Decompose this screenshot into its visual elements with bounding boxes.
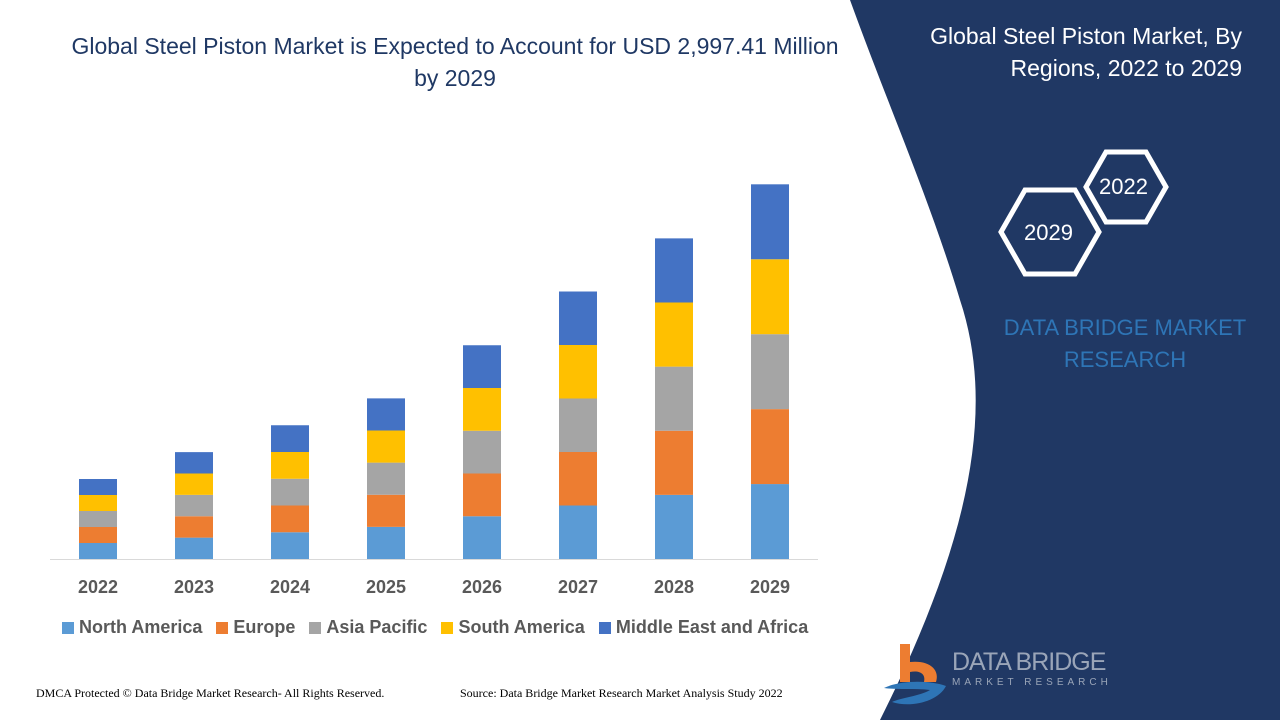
bar-segment-2024-north-america — [271, 532, 309, 559]
bar-segment-2029-europe — [751, 409, 789, 485]
bar-segment-2022-europe — [79, 527, 117, 543]
bar-segment-2028-south-america — [655, 302, 693, 367]
bar-segment-2024-europe — [271, 505, 309, 533]
side-title: Global Steel Piston Market, By Regions, … — [930, 23, 1242, 81]
hexagon-2029 — [998, 187, 1102, 277]
copyright-text: DMCA Protected © Data Bridge Market Rese… — [36, 686, 385, 700]
legend-item: Asia Pacific — [309, 617, 427, 638]
bar-segment-2027-north-america — [559, 505, 597, 559]
bar-segment-2024-south-america — [271, 452, 309, 479]
bar-segment-2023-europe — [175, 516, 213, 538]
bar-segment-2023-asia-pacific — [175, 494, 213, 517]
legend-label: Middle East and Africa — [615, 617, 809, 637]
bar-segment-2028-north-america — [655, 494, 693, 559]
bar-segment-2026-north-america — [463, 516, 501, 559]
hex-year-2022: 2022 — [1099, 174, 1148, 199]
bar-segment-2025-middle-east-and-africa — [367, 398, 405, 431]
bar-segment-2025-europe — [367, 494, 405, 527]
bar-segment-2029-south-america — [751, 259, 789, 335]
bar-segment-2029-middle-east-and-africa — [751, 184, 789, 260]
chart-title: Global Steel Piston Market is Expected t… — [71, 33, 839, 91]
bar-segment-2024-asia-pacific — [271, 478, 309, 506]
x-tick-label: 2028 — [654, 577, 694, 597]
x-tick-label: 2025 — [366, 577, 406, 597]
x-tick-label: 2022 — [78, 577, 118, 597]
brand-text: DATA BRIDGE MARKET RESEARCH — [1003, 315, 1247, 372]
data-bridge-logo-icon — [884, 644, 946, 705]
legend-item: Middle East and Africa — [598, 617, 809, 638]
bar-segment-2025-north-america — [367, 526, 405, 559]
bar-segment-2028-middle-east-and-africa — [655, 238, 693, 303]
bar-segment-2026-south-america — [463, 388, 501, 431]
bar-segment-2023-middle-east-and-africa — [175, 452, 213, 474]
bar-segment-2027-asia-pacific — [559, 398, 597, 452]
logo-text: DATA BRIDGE — [952, 648, 1106, 676]
bar-segment-2027-europe — [559, 452, 597, 506]
x-tick-label: 2027 — [558, 577, 598, 597]
bar-segment-2029-north-america — [751, 484, 789, 559]
x-tick-label: 2029 — [750, 577, 790, 597]
bar-segment-2023-south-america — [175, 473, 213, 495]
bar-segment-2025-asia-pacific — [367, 462, 405, 495]
legend-label: South America — [458, 617, 585, 637]
bar-segment-2026-middle-east-and-africa — [463, 345, 501, 388]
bar-segment-2026-europe — [463, 473, 501, 517]
bar-segment-2028-asia-pacific — [655, 366, 693, 431]
legend-label: Europe — [233, 617, 296, 637]
bar-segment-2027-south-america — [559, 345, 597, 399]
legend-item: Europe — [216, 617, 295, 638]
bar-segment-2023-north-america — [175, 537, 213, 559]
legend-item: North America — [62, 617, 202, 638]
stacked-bar-chart: 2022 2023 2024 2025 2026 2027 2028 2029 — [50, 184, 818, 597]
x-tick-label: 2024 — [270, 577, 310, 597]
bar-segment-2024-middle-east-and-africa — [271, 425, 309, 452]
bar-segment-2029-asia-pacific — [751, 334, 789, 410]
legend-item: South America — [441, 617, 585, 638]
bar-segment-2022-north-america — [79, 543, 117, 559]
hexagon-2022 — [1083, 149, 1169, 225]
bar-segment-2025-south-america — [367, 430, 405, 463]
legend: North America Europe Asia Pacific South … — [62, 617, 808, 638]
bar-segment-2026-asia-pacific — [463, 430, 501, 474]
bar-segment-2028-europe — [655, 430, 693, 495]
logo-subtext: MARKET RESEARCH — [952, 677, 1112, 688]
x-tick-label: 2023 — [174, 577, 214, 597]
bar-segment-2022-middle-east-and-africa — [79, 479, 117, 495]
legend-label: Asia Pacific — [326, 617, 428, 637]
bar-segment-2022-south-america — [79, 495, 117, 511]
source-text: Source: Data Bridge Market Research Mark… — [460, 686, 783, 700]
x-tick-label: 2026 — [462, 577, 502, 597]
bar-segment-2022-asia-pacific — [79, 511, 117, 527]
legend-label: North America — [79, 617, 203, 637]
hex-year-2029: 2029 — [1024, 220, 1073, 245]
bar-segment-2027-middle-east-and-africa — [559, 291, 597, 345]
